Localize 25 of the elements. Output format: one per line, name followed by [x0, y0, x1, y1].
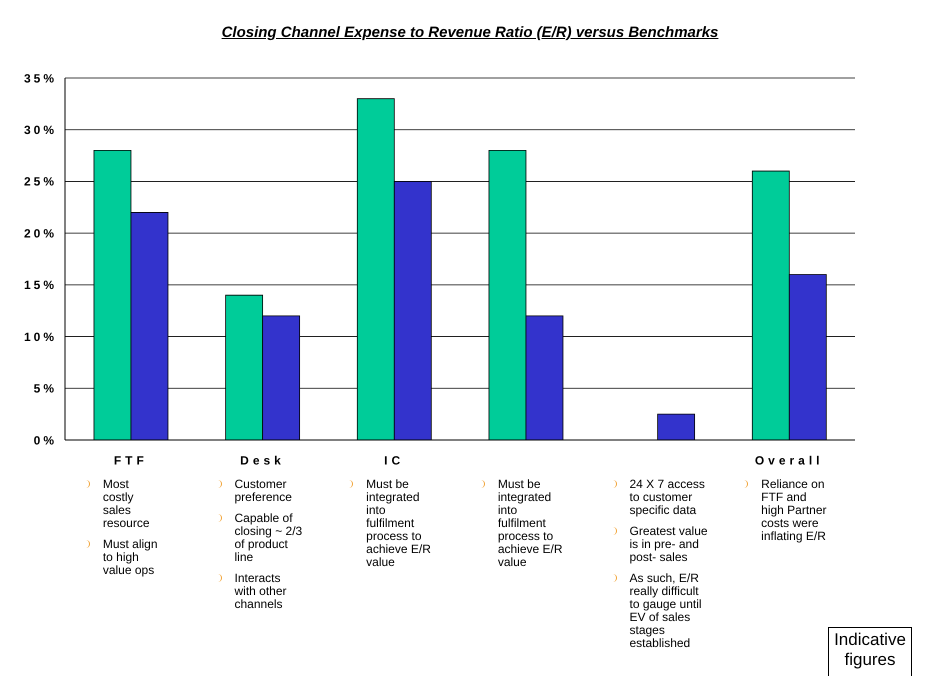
x-tick-label: Desk [240, 454, 285, 468]
text: Reliance on FTF and high Partner costs were inflating E/R [760, 477, 828, 543]
y-tick-label: 25% [24, 174, 57, 189]
text: Must be integrated into fulfilment process to achieve E/R value [496, 477, 564, 569]
text: Indicative figures [828, 627, 912, 676]
y-tick-label: 35% [24, 71, 57, 86]
x-tick-label: IC [384, 454, 404, 468]
y-tick-label: 15% [24, 278, 57, 292]
y-tick-label: 0% [34, 433, 57, 448]
text: Most costly sales resource [102, 477, 151, 530]
text: Customer preference [234, 477, 293, 504]
y-tick-label: 10% [24, 330, 57, 344]
x-tick-label: FTF [114, 454, 148, 468]
y-tick-label: 30% [24, 122, 57, 137]
text: Must be integrated into fulfilment process to achieve E/R value [365, 477, 432, 569]
text: Capable of closing ~ 2/3 of product line [234, 511, 304, 564]
text: Greatest value is in pre- and post- sales [628, 524, 709, 564]
text: Interacts with other channels [234, 571, 288, 611]
y-tick-label: 20% [24, 226, 57, 240]
text: Must align to high value ops [102, 537, 158, 577]
chart-title: Closing Channel Expense to Revenue Ratio (E/R) versus Benchmarks [220, 24, 720, 41]
text: As such, E/R really difficult to gauge until EV of sales stages established [628, 571, 703, 650]
x-tick-label: Overall [754, 454, 824, 468]
y-tick-label: 5% [34, 382, 57, 396]
text: 24 X 7 access to customer specific data [628, 477, 706, 517]
